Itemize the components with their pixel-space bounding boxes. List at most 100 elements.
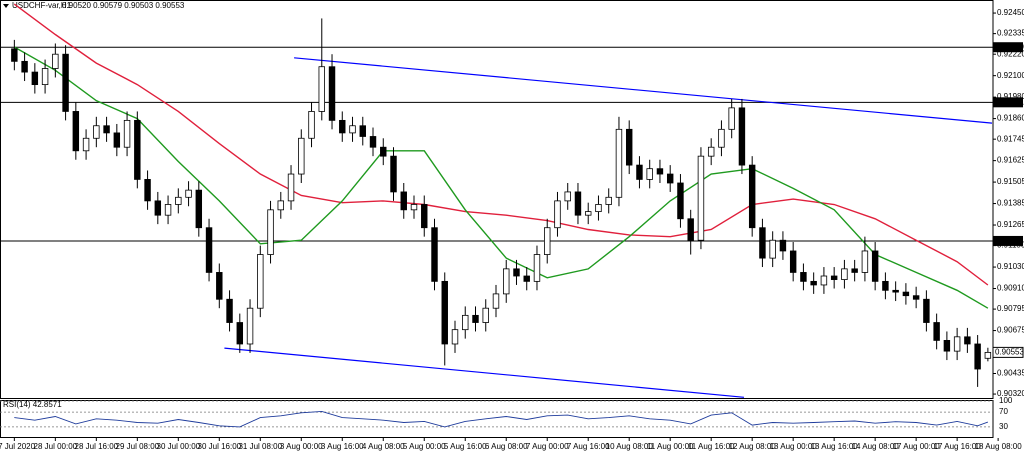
x-tick-label: 29 Jul 08:00 <box>116 442 160 451</box>
y-tick-label: 0.91980 <box>997 92 1024 101</box>
level-label: 0.92259 <box>995 42 1024 51</box>
x-tick-label: 13 Aug 16:00 <box>811 442 859 451</box>
level-label-box <box>993 235 1023 246</box>
y-tick-label: 0.91745 <box>997 134 1024 143</box>
last-price-box <box>992 346 1024 358</box>
y-tick-label: 0.91860 <box>997 114 1024 123</box>
y-tick-label: 0.91385 <box>997 199 1024 208</box>
y-tick-label: 0.90795 <box>997 304 1024 313</box>
level-label-box <box>993 42 1023 53</box>
candle-body <box>513 268 520 277</box>
rsi-tick-label: 30 <box>999 422 1008 431</box>
rsi-tick-label: 70 <box>999 407 1008 416</box>
candle-body <box>267 209 274 255</box>
candle-body <box>810 280 817 286</box>
candle-body <box>789 250 797 273</box>
candle-body <box>349 125 356 134</box>
chart-title: USDCHF-var,H1 <box>12 1 72 10</box>
x-tick-label: 10 Aug 08:00 <box>606 442 654 451</box>
candle-body <box>339 119 346 134</box>
x-tick-label: 4 Aug 08:00 <box>362 442 405 451</box>
x-tick-label: 11 Aug 00:00 <box>647 442 694 451</box>
candle-body <box>902 291 910 297</box>
y-tick-label: 0.92220 <box>997 49 1024 58</box>
main-panel <box>0 0 994 399</box>
candle-body <box>625 128 633 166</box>
candle-body <box>21 60 28 73</box>
candle-body <box>544 227 551 255</box>
candle-body <box>298 137 305 175</box>
candle-body <box>134 119 141 180</box>
x-tick-label: 3 Aug 16:00 <box>321 442 364 451</box>
candle-body <box>605 196 612 205</box>
candle-body <box>72 111 80 152</box>
candle-body <box>933 322 940 341</box>
candle-body <box>677 182 684 220</box>
x-tick-label: 7 Aug 16:00 <box>567 442 610 451</box>
level-label: 0.91176 <box>995 236 1024 245</box>
candle-body <box>287 173 295 202</box>
candle-body <box>943 340 951 352</box>
candle-body <box>462 314 469 331</box>
moving-average <box>13 46 989 309</box>
candle-body <box>912 295 920 300</box>
candle-body <box>62 53 69 112</box>
y-tick-label: 0.90675 <box>997 326 1024 335</box>
candle-body <box>175 196 182 205</box>
candle-body <box>636 164 643 180</box>
candle-body <box>123 119 131 148</box>
candle-body <box>646 168 653 180</box>
y-tick-label: 0.92335 <box>997 29 1024 38</box>
last-price-label: 0.90553 <box>995 347 1024 356</box>
x-tick-label: 5 Aug 16:00 <box>444 442 487 451</box>
candle-body <box>595 204 602 213</box>
candle-body <box>113 132 121 148</box>
candle-body <box>892 289 899 293</box>
candle-body <box>728 107 735 130</box>
candle-body <box>882 280 889 291</box>
candle-body <box>216 272 223 300</box>
x-tick-label: 11 Aug 16:00 <box>688 442 735 451</box>
candle-body <box>451 329 459 345</box>
candle-body <box>359 125 366 137</box>
moving-average <box>13 3 989 286</box>
candle-body <box>748 164 756 229</box>
y-tick-label: 0.92100 <box>997 71 1024 80</box>
candle-body <box>769 239 776 259</box>
candle-body <box>923 298 930 323</box>
level-label-box <box>993 97 1023 108</box>
trend-line <box>224 347 745 398</box>
x-tick-label: 17 Aug 00:00 <box>893 442 941 451</box>
x-tick-label: 6 Aug 08:00 <box>485 442 528 451</box>
candle-body <box>226 298 233 323</box>
y-tick-label: 0.91505 <box>997 177 1024 186</box>
candle-body <box>144 179 151 202</box>
candle-body <box>103 125 110 134</box>
candle-body <box>93 125 100 139</box>
rsi-tick-label: 100 <box>999 396 1013 405</box>
candle-body <box>431 227 438 282</box>
candle-body <box>503 268 510 295</box>
candle-body <box>380 146 387 157</box>
candle-body <box>369 136 377 148</box>
candle-body <box>390 155 397 193</box>
x-tick-label: 18 Aug 08:00 <box>975 442 1023 451</box>
candle-body <box>410 204 418 211</box>
y-tick-label: 0.91625 <box>997 156 1024 165</box>
candle-body <box>554 200 561 229</box>
candle-body <box>707 146 715 157</box>
candle-body <box>257 254 264 309</box>
candle-body <box>164 204 172 216</box>
candle-body <box>800 272 807 282</box>
x-tick-label: 5 Aug 00:00 <box>403 442 446 451</box>
candle-body <box>205 227 213 273</box>
candle-body <box>328 66 336 121</box>
x-tick-label: 12 Aug 08:00 <box>729 442 777 451</box>
candle-body <box>472 314 479 323</box>
x-tick-label: 30 Jul 00:00 <box>157 442 201 451</box>
x-tick-label: 7 Aug 00:00 <box>526 442 569 451</box>
candle-body <box>308 111 315 139</box>
candle-body <box>11 48 18 62</box>
